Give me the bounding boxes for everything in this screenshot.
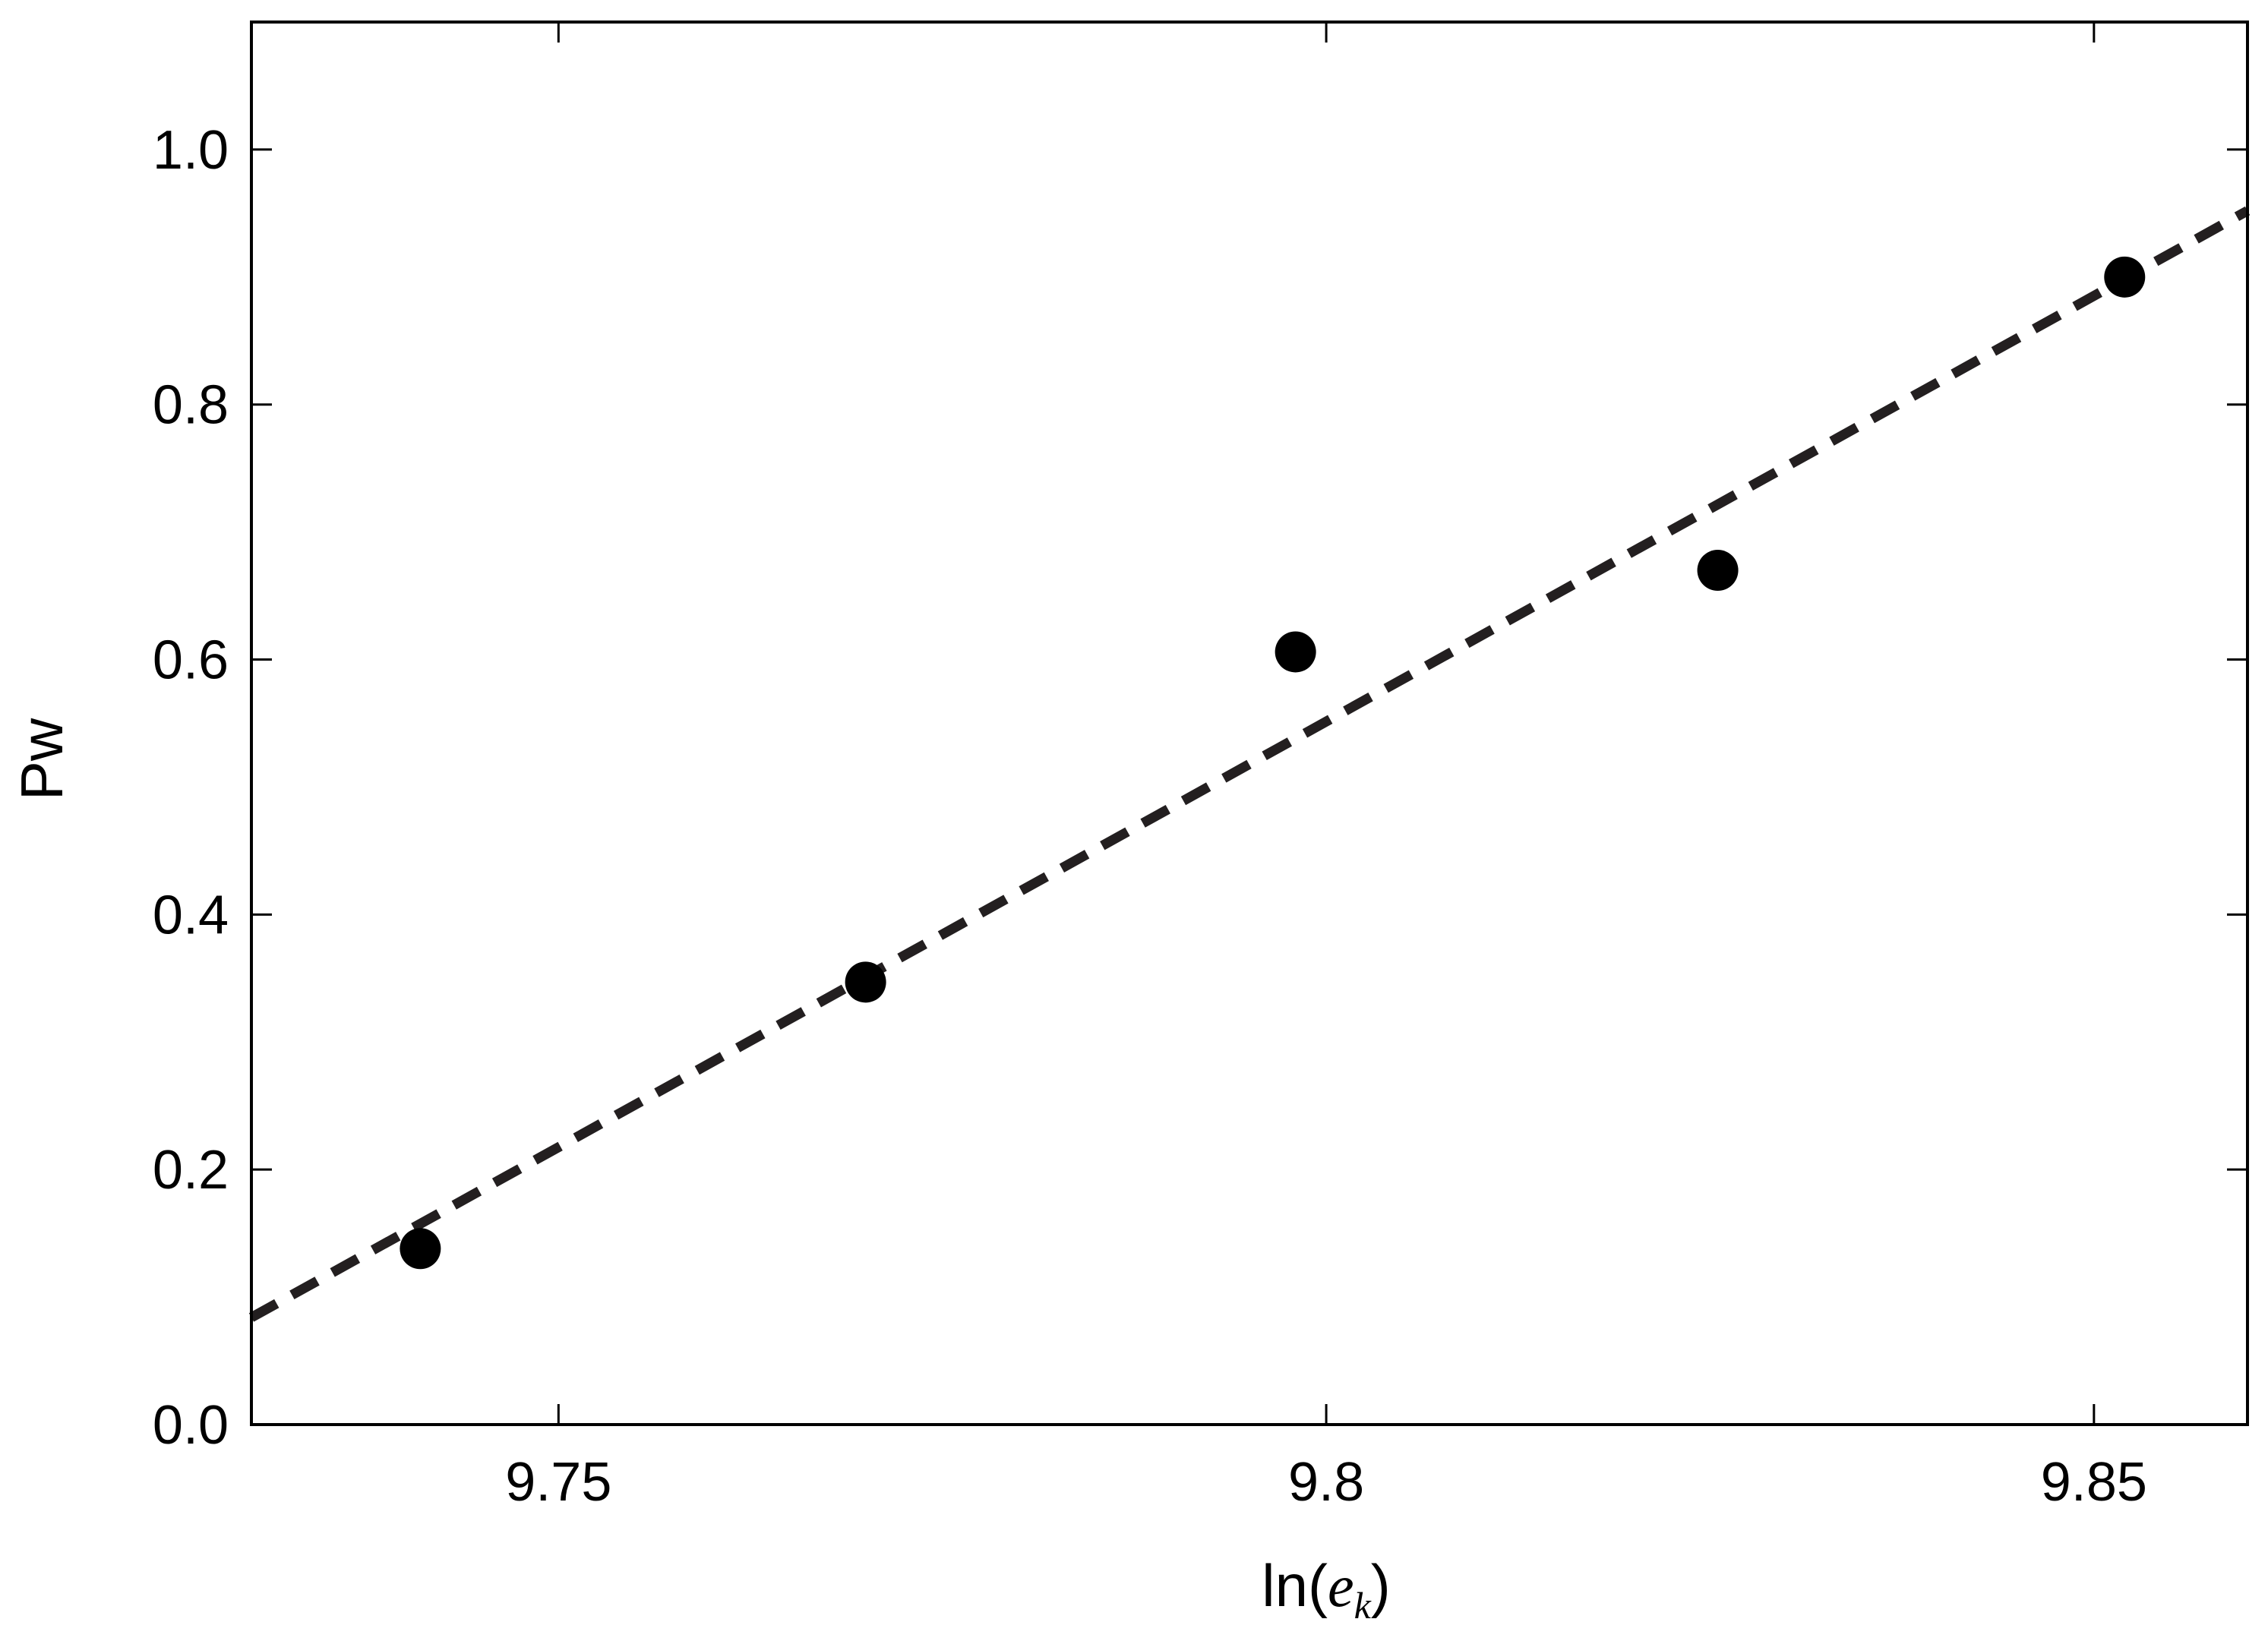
x-tick-label: 9.75 bbox=[505, 1452, 611, 1513]
y-axis-label: Pw bbox=[8, 718, 75, 800]
y-tick-label: 0.8 bbox=[153, 375, 229, 436]
data-point bbox=[1275, 631, 1316, 673]
y-tick-label: 1.0 bbox=[153, 120, 229, 181]
x-label-part: ) bbox=[1371, 1552, 1391, 1619]
y-tick-label: 0.4 bbox=[153, 885, 229, 945]
data-point bbox=[400, 1228, 441, 1270]
y-tick-label: 0.0 bbox=[153, 1395, 229, 1456]
data-point bbox=[2104, 256, 2146, 298]
x-label-part: k bbox=[1354, 1584, 1372, 1627]
x-label-part: ln( bbox=[1262, 1552, 1328, 1619]
data-point bbox=[845, 961, 886, 1003]
fit-line bbox=[248, 206, 2251, 1322]
x-tick-label: 9.8 bbox=[1288, 1452, 1364, 1513]
y-tick-label: 0.6 bbox=[153, 630, 229, 691]
data-point bbox=[1697, 550, 1739, 592]
plot-frame bbox=[250, 21, 2249, 1426]
x-label-part: e bbox=[1328, 1553, 1354, 1619]
x-tick-label: 9.85 bbox=[2041, 1452, 2147, 1513]
y-tick-label: 0.2 bbox=[153, 1140, 229, 1201]
x-axis-label: ln(ek) bbox=[1262, 1552, 1391, 1627]
